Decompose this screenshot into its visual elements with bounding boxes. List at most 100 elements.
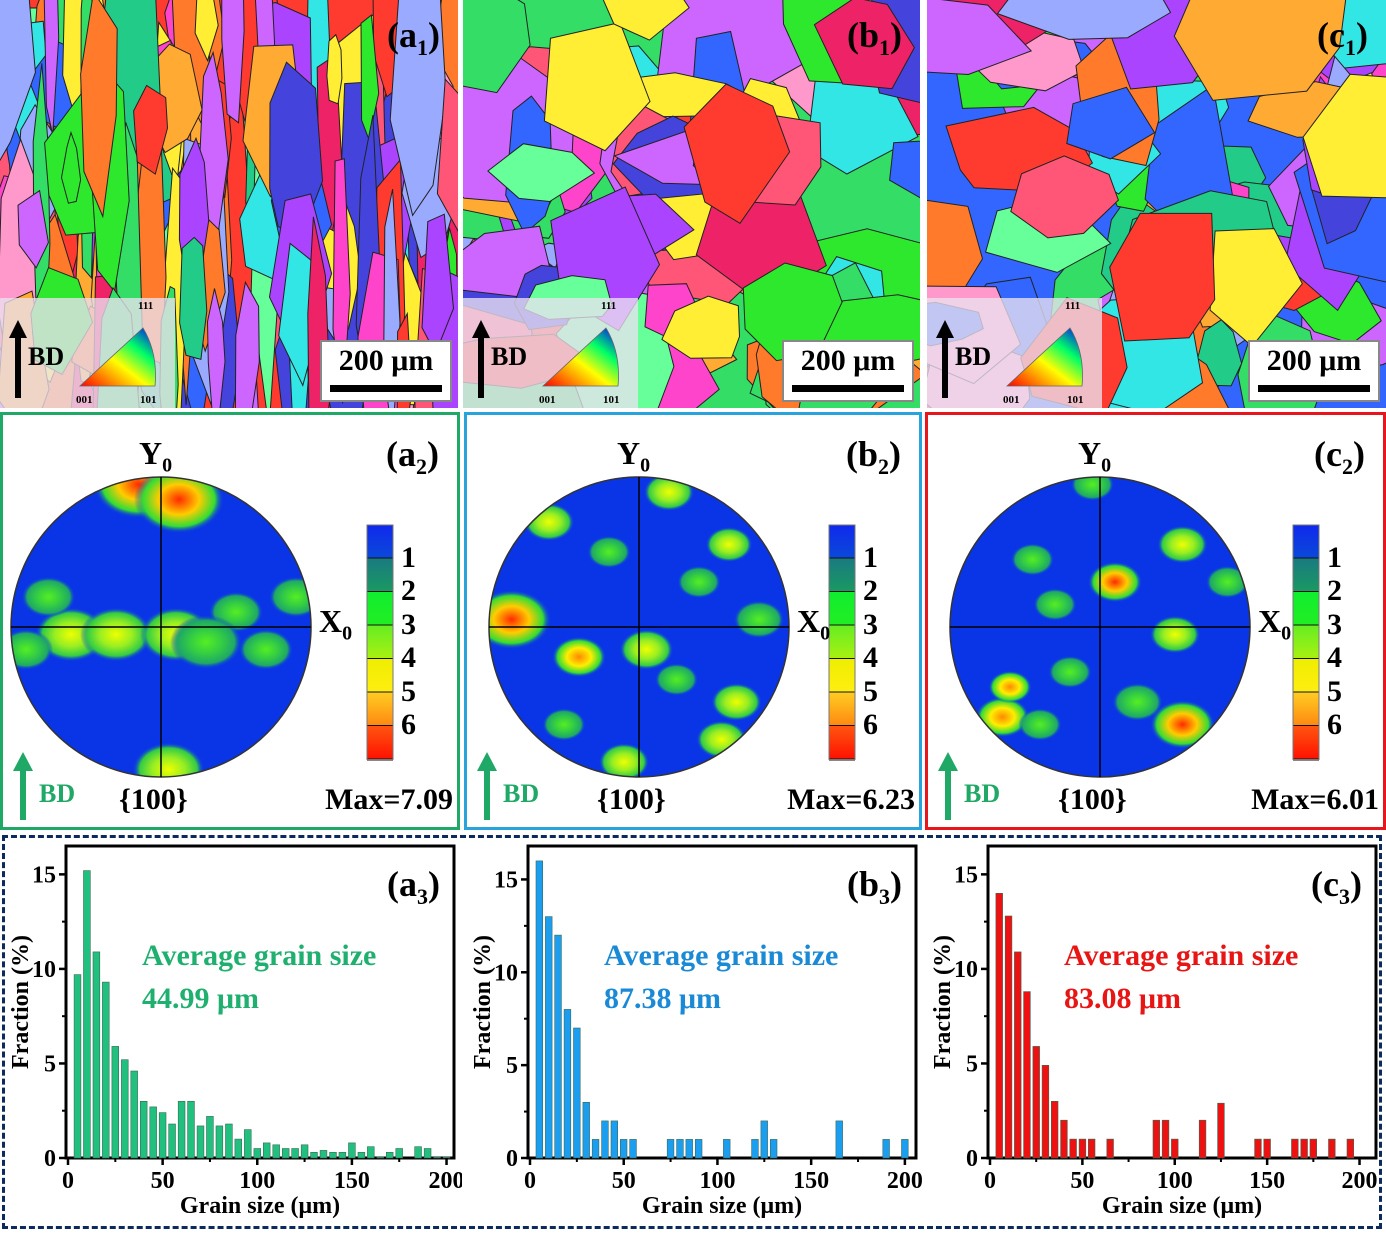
ipf-corner-101: 101 <box>603 394 620 406</box>
panel-label-a3: (a3) <box>387 864 440 909</box>
texture-spot <box>620 629 674 670</box>
plane-text: {100} <box>597 783 666 816</box>
plane-text: {100} <box>1058 783 1127 816</box>
x-tick-label: 50 <box>1070 1168 1094 1194</box>
colorbar-tick: 1 <box>863 541 878 575</box>
label-sub: 1 <box>417 35 428 60</box>
corner-001: 001 <box>76 394 93 406</box>
bar <box>1199 1120 1206 1158</box>
bar <box>1024 992 1031 1158</box>
y-tick-label: 15 <box>32 862 56 888</box>
bar <box>244 1130 251 1158</box>
scale-bar-value: 200 μm <box>801 344 896 377</box>
bar <box>226 1124 233 1158</box>
ipf-triangle <box>927 298 1102 408</box>
max-intensity: Max=7.09 <box>325 783 453 817</box>
average-grain-size-label: Average grain size <box>604 939 838 972</box>
axis-letter: Y <box>1078 435 1101 471</box>
colorbar-tick-label: 2 <box>863 574 878 607</box>
colorbar-segment <box>1293 726 1319 760</box>
bar <box>349 1143 356 1158</box>
texture-spot <box>644 473 694 511</box>
bar <box>695 1139 702 1158</box>
texture-spot <box>587 536 630 568</box>
x-tick-label: 50 <box>612 1168 636 1194</box>
colorbar-segment <box>1293 626 1319 660</box>
label-end: ) <box>890 864 902 904</box>
scale-bar: 200 μm <box>782 340 914 402</box>
label-main: (c <box>1314 434 1342 474</box>
colorbar-tick: 4 <box>401 641 416 675</box>
bar <box>1153 1120 1160 1158</box>
y-tick-label: 0 <box>44 1146 56 1172</box>
bar <box>1033 1046 1040 1158</box>
colorbar-tick-label: 2 <box>1327 574 1342 607</box>
ipf-corner-001: 001 <box>1003 394 1020 406</box>
bar <box>1171 1139 1178 1158</box>
y-axis-label: Fraction (%) <box>470 935 496 1069</box>
x0-axis-label: X0 <box>1258 603 1291 645</box>
texture-spot <box>22 577 76 618</box>
colorbar-tick-label: 1 <box>863 541 878 574</box>
bar <box>545 917 552 1158</box>
colorbar-tick: 5 <box>863 675 878 709</box>
panel-label-a2: (a2) <box>386 433 439 480</box>
bar <box>1042 1065 1049 1158</box>
colorbar-tick-label: 1 <box>1327 541 1342 574</box>
colorbar-tick: 5 <box>1327 675 1342 709</box>
y-axis-label: Fraction (%) <box>930 935 956 1069</box>
bar <box>263 1143 270 1158</box>
bar <box>883 1139 890 1158</box>
x-tick-label: 200 <box>1342 1168 1378 1194</box>
label-end: ) <box>428 864 440 904</box>
bd-text: BD <box>503 779 539 808</box>
bar <box>1310 1139 1317 1158</box>
bar <box>396 1149 403 1159</box>
bar <box>1329 1139 1336 1158</box>
bar <box>630 1139 637 1158</box>
colorbar-tick-label: 5 <box>1327 675 1342 708</box>
average-grain-size-value: 44.99 μm <box>142 982 259 1015</box>
bd-text: BD <box>39 779 75 808</box>
bar <box>667 1139 674 1158</box>
scale-bar-value: 200 μm <box>1267 344 1362 377</box>
y-tick-label: 5 <box>966 1051 978 1077</box>
bar <box>1292 1139 1299 1158</box>
bar <box>902 1139 909 1158</box>
bar <box>536 861 543 1158</box>
bar <box>1088 1139 1095 1158</box>
y-axis-label: Fraction (%) <box>8 935 34 1069</box>
bar <box>611 1121 618 1158</box>
ipf-corner-101: 101 <box>140 394 157 406</box>
colorbar-segment <box>367 559 393 593</box>
panel-label-c3: (c3) <box>1311 864 1362 909</box>
colorbar-segment <box>1293 592 1319 626</box>
bar <box>1005 916 1012 1158</box>
corner-101: 101 <box>140 394 157 406</box>
label-sub: 3 <box>1339 884 1350 909</box>
colorbar-tick-label: 6 <box>401 708 416 741</box>
bar <box>574 1028 581 1158</box>
corner-001: 001 <box>1003 394 1020 406</box>
bar <box>197 1126 204 1158</box>
texture-spot <box>1150 616 1200 654</box>
colorbar-segment <box>1293 525 1319 559</box>
panel-label-a1: (a1) <box>387 14 440 61</box>
colorbar-segment <box>367 659 393 693</box>
texture-spot <box>711 683 761 721</box>
bar <box>140 1101 147 1158</box>
colorbar-segment <box>829 559 855 593</box>
label-sub: 3 <box>879 884 890 909</box>
bar <box>583 1102 590 1158</box>
label-main: (b <box>846 434 878 474</box>
colorbar-tick: 2 <box>401 574 416 608</box>
colorbar-tick-label: 1 <box>401 541 416 574</box>
label-main: (c <box>1317 15 1345 55</box>
colorbar-tick-label: 6 <box>1327 708 1342 741</box>
label-sub: 2 <box>878 454 889 479</box>
bar <box>602 1121 609 1158</box>
texture-spot <box>1112 683 1162 721</box>
label-sub: 1 <box>1345 35 1356 60</box>
